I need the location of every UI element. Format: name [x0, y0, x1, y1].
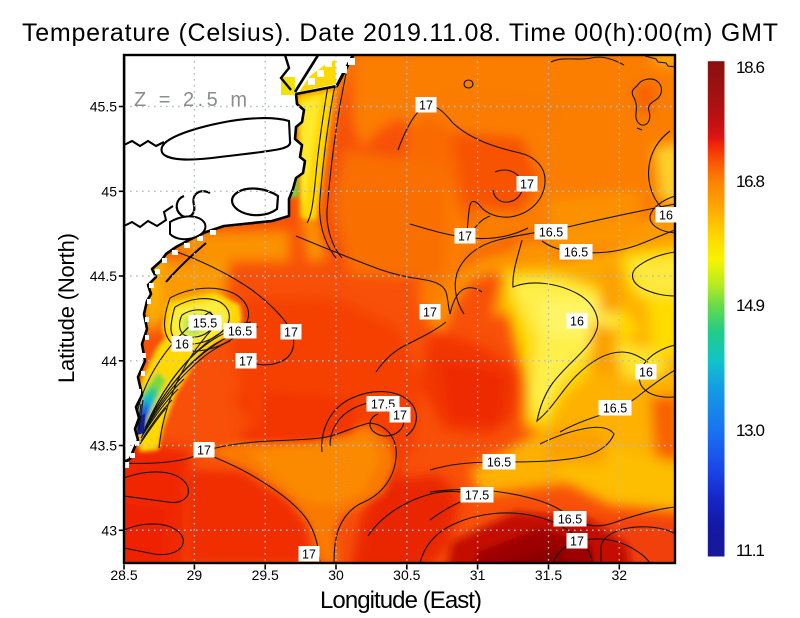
- svg-text:31: 31: [470, 567, 486, 583]
- svg-text:31.5: 31.5: [535, 567, 562, 583]
- svg-text:16.8: 16.8: [736, 172, 765, 191]
- svg-text:17: 17: [458, 230, 472, 244]
- svg-text:16: 16: [659, 209, 673, 223]
- svg-text:17: 17: [197, 444, 211, 458]
- svg-text:Latitude (North): Latitude (North): [54, 233, 79, 383]
- svg-text:16: 16: [570, 315, 584, 329]
- svg-text:16.5: 16.5: [564, 246, 588, 260]
- svg-text:Longitude (East): Longitude (East): [320, 587, 482, 614]
- svg-text:16.5: 16.5: [539, 226, 563, 240]
- svg-text:14.9: 14.9: [736, 296, 765, 315]
- svg-text:16: 16: [175, 338, 189, 352]
- svg-text:28.5: 28.5: [110, 567, 137, 583]
- svg-text:17: 17: [570, 535, 584, 549]
- svg-text:30.5: 30.5: [393, 567, 420, 583]
- svg-text:45: 45: [101, 183, 117, 199]
- svg-text:18.6: 18.6: [736, 58, 765, 77]
- svg-text:43: 43: [101, 522, 117, 538]
- svg-text:29: 29: [187, 567, 203, 583]
- svg-text:17: 17: [284, 326, 298, 340]
- svg-text:43.5: 43.5: [90, 438, 117, 454]
- svg-text:17: 17: [239, 355, 253, 369]
- svg-text:17: 17: [423, 306, 437, 320]
- svg-text:16.5: 16.5: [603, 402, 627, 416]
- svg-text:Temperature (Celsius). Date 20: Temperature (Celsius). Date 2019.11.08. …: [22, 19, 778, 47]
- svg-text:Z = 2.5 m: Z = 2.5 m: [134, 89, 247, 111]
- svg-text:16.5: 16.5: [558, 513, 582, 527]
- svg-text:17.5: 17.5: [371, 398, 395, 412]
- svg-text:44.5: 44.5: [90, 268, 117, 284]
- svg-text:32: 32: [612, 567, 628, 583]
- svg-text:16: 16: [639, 366, 653, 380]
- svg-text:15.5: 15.5: [193, 317, 217, 331]
- svg-text:11.1: 11.1: [736, 541, 765, 560]
- svg-text:13.0: 13.0: [736, 421, 765, 440]
- svg-text:17: 17: [419, 99, 433, 113]
- svg-text:45.5: 45.5: [90, 99, 117, 115]
- svg-text:30: 30: [328, 567, 344, 583]
- svg-text:17: 17: [393, 409, 407, 423]
- svg-text:17: 17: [520, 178, 534, 192]
- svg-text:29.5: 29.5: [252, 567, 279, 583]
- svg-text:17.5: 17.5: [465, 489, 489, 503]
- svg-text:16.5: 16.5: [228, 325, 252, 339]
- svg-text:17: 17: [302, 548, 316, 562]
- svg-text:44: 44: [101, 353, 117, 369]
- svg-text:16.5: 16.5: [487, 456, 511, 470]
